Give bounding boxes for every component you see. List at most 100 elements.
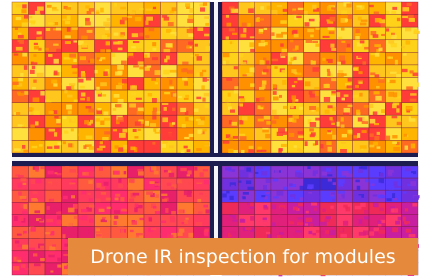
thermal-speckle — [274, 116, 279, 119]
thermal-speckle — [392, 141, 397, 143]
thermal-speckle — [184, 81, 188, 85]
thermal-speckle — [101, 57, 106, 59]
thermal-speckle — [164, 17, 169, 21]
thermal-speckle — [40, 235, 44, 240]
thermal-speckle — [365, 179, 369, 182]
thermal-speckle — [228, 106, 232, 109]
thermal-speckle — [67, 95, 73, 98]
thermal-speckle — [375, 74, 380, 77]
thermal-speckle — [68, 129, 72, 131]
thermal-speckle — [314, 207, 318, 211]
thermal-speckle — [164, 170, 168, 173]
thermal-speckle — [296, 16, 301, 18]
thermal-speckle — [36, 35, 40, 37]
thermal-speckle — [163, 135, 169, 137]
thermal-speckle — [327, 69, 330, 72]
thermal-speckle — [100, 8, 104, 13]
thermal-speckle — [412, 203, 417, 206]
thermal-speckle — [96, 90, 101, 94]
thermal-speckle — [359, 219, 362, 224]
thermal-speckle — [136, 233, 143, 235]
thermal-speckle — [197, 56, 202, 61]
thermal-speckle — [315, 44, 320, 47]
thermal-speckle — [85, 22, 91, 26]
thermal-speckle — [339, 55, 345, 60]
thermal-speckle — [63, 196, 68, 199]
thermal-speckle — [88, 193, 91, 195]
thermal-speckle — [280, 20, 287, 24]
thermal-speckle — [281, 52, 288, 56]
thermal-speckle — [33, 54, 36, 57]
thermal-speckle — [18, 35, 24, 39]
thermal-speckle — [376, 183, 380, 188]
thermal-speckle — [328, 27, 335, 30]
thermal-speckle — [161, 194, 167, 196]
thermal-speckle — [258, 147, 262, 150]
thermal-speckle — [293, 115, 299, 119]
thermal-speckle — [222, 193, 226, 197]
thermal-speckle — [355, 180, 359, 183]
thermal-speckle — [146, 17, 153, 21]
thermal-speckle — [114, 94, 120, 98]
thermal-speckle — [163, 70, 169, 75]
thermal-speckle — [402, 46, 405, 48]
thermal-speckle — [395, 60, 398, 65]
thermal-speckle — [169, 86, 174, 89]
thermal-speckle — [278, 148, 282, 153]
thermal-speckle — [168, 22, 174, 26]
thermal-speckle — [205, 104, 210, 108]
thermal-speckle — [62, 19, 66, 21]
thermal-speckle — [55, 106, 58, 109]
thermal-speckle — [118, 184, 123, 188]
thermal-speckle — [82, 44, 88, 48]
thermal-speckle — [375, 96, 381, 101]
thermal-speckle — [18, 78, 23, 81]
thermal-speckle — [101, 192, 106, 195]
thermal-speckle — [279, 232, 284, 235]
thermal-speckle — [276, 34, 283, 38]
thermal-speckle — [131, 46, 136, 48]
thermal-speckle — [103, 111, 108, 115]
thermal-speckle — [226, 210, 233, 214]
thermal-speckle — [226, 78, 232, 81]
thermal-speckle — [311, 132, 316, 135]
thermal-speckle — [66, 105, 72, 110]
thermal-speckle — [187, 19, 193, 23]
thermal-speckle — [356, 29, 360, 33]
thermal-speckle — [153, 206, 157, 208]
thermal-speckle — [85, 18, 90, 21]
thermal-speckle — [263, 185, 267, 190]
thermal-speckle — [65, 21, 70, 24]
thermal-speckle — [151, 166, 156, 170]
thermal-speckle — [167, 183, 171, 186]
thermal-speckle — [89, 35, 95, 39]
thermal-speckle — [358, 169, 363, 173]
thermal-speckle — [329, 31, 335, 34]
thermal-speckle — [294, 34, 299, 38]
thermal-speckle — [397, 122, 402, 125]
thermal-speckle — [259, 97, 264, 101]
thermal-speckle — [375, 4, 381, 7]
thermal-speckle — [345, 29, 349, 33]
thermal-speckle — [185, 95, 189, 98]
thermal-speckle — [96, 234, 102, 237]
thermal-speckle — [263, 205, 267, 208]
thermal-speckle — [88, 180, 92, 184]
thermal-speckle — [204, 205, 209, 208]
thermal-speckle — [106, 41, 110, 45]
thermal-speckle — [232, 220, 238, 222]
thermal-speckle — [23, 124, 26, 127]
thermal-speckle — [331, 192, 335, 194]
thermal-speckle — [62, 67, 67, 72]
thermal-speckle — [66, 7, 71, 10]
thermal-speckle — [95, 70, 98, 73]
thermal-speckle — [78, 79, 83, 83]
thermal-speckle — [83, 145, 86, 149]
thermal-speckle — [411, 59, 418, 63]
thermal-speckle — [344, 108, 351, 113]
thermal-speckle — [121, 209, 127, 211]
thermal-speckle — [68, 143, 72, 147]
thermal-speckle — [309, 19, 315, 22]
thermal-speckle — [144, 54, 147, 57]
thermal-speckle — [281, 144, 287, 147]
